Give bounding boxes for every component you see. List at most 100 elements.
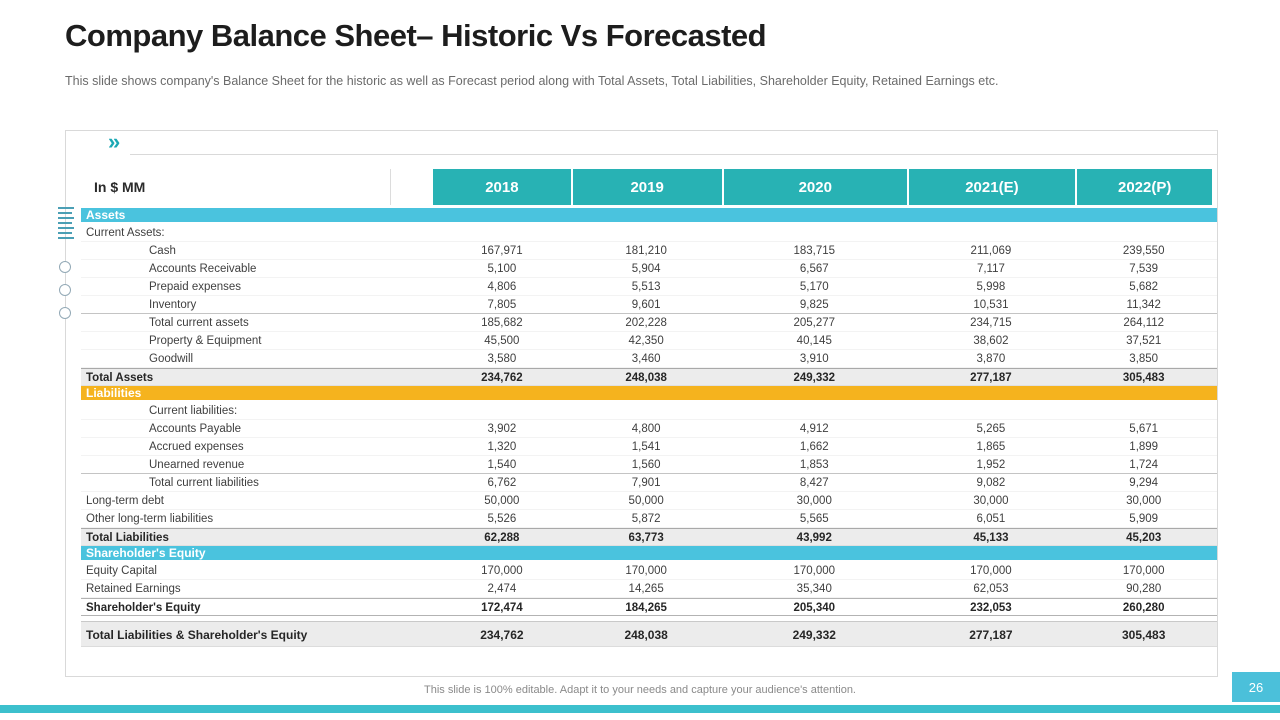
- table-row: Inventory 7,805 9,601 9,825 10,531 11,342: [81, 296, 1217, 314]
- cell-value: 43,992: [796, 532, 832, 544]
- cell-value: 1,560: [631, 459, 661, 471]
- column-header-2018: 2018: [433, 169, 571, 205]
- row-label: Goodwill: [149, 353, 194, 365]
- cell-value: 37,521: [1126, 335, 1162, 347]
- column-header-2021e: 2021(E): [906, 169, 1075, 205]
- row-label: Retained Earnings: [86, 583, 181, 595]
- cell-value: 1,724: [1129, 459, 1159, 471]
- cell-value: 1,853: [799, 459, 829, 471]
- cell-value: 40,145: [796, 335, 832, 347]
- cell-value: 305,483: [1122, 372, 1165, 384]
- cell-value: 42,350: [628, 335, 664, 347]
- cell-value: 9,294: [1129, 477, 1159, 489]
- row-label: Total current liabilities: [149, 477, 259, 489]
- cell-value: 5,170: [799, 281, 829, 293]
- table-row: Current Assets:: [81, 224, 1217, 242]
- cell-value: [1075, 224, 1212, 241]
- cell-value: 5,998: [976, 281, 1006, 293]
- balance-sheet-table: In $ MM 2018 2019 2020 2021(E) 2022(P) Asset…: [81, 169, 1217, 647]
- cell-value: 1,865: [976, 441, 1006, 453]
- cell-value: 9,082: [976, 477, 1006, 489]
- cell-value: 170,000: [970, 565, 1012, 577]
- row-label: Accrued expenses: [149, 441, 244, 453]
- section-header-row: Shareholder's Equity: [81, 546, 1217, 561]
- column-header-2022p: 2022(P): [1074, 169, 1213, 205]
- cell-value: 1,899: [1129, 441, 1159, 453]
- cell-value: 184,265: [625, 602, 667, 614]
- cell-value: 167,971: [481, 245, 523, 257]
- cell-value: 7,117: [976, 263, 1005, 275]
- cell-value: 211,069: [970, 245, 1012, 257]
- cell-value: 62,288: [484, 532, 520, 544]
- cell-value: 239,550: [1122, 245, 1165, 257]
- cell-value: 50,000: [628, 495, 664, 507]
- cell-value: 5,513: [631, 281, 661, 293]
- cell-value: 38,602: [973, 335, 1009, 347]
- row-label: Shareholder's Equity: [86, 602, 201, 614]
- table-row: Property & Equipment 45,500 42,350 40,145 38…: [81, 332, 1217, 350]
- cell-value: 10,531: [973, 299, 1009, 311]
- cell-value: 9,601: [631, 299, 661, 311]
- content-box: » In $ MM 2018 2019 2020 2021(E) 2022(P) Ass…: [58, 129, 1218, 677]
- row-label: Total Assets: [86, 372, 154, 384]
- row-label: Unearned revenue: [149, 459, 245, 471]
- cell-value: 3,850: [1129, 353, 1159, 365]
- table-row: Cash 167,971 181,210 183,715 211,069 239,550: [81, 242, 1217, 260]
- cell-value: 234,762: [481, 372, 523, 384]
- lines-decoration-icon: [58, 207, 74, 242]
- table-row: Total Liabilities & Shareholder's Equity…: [81, 621, 1217, 647]
- cell-value: 2,474: [487, 583, 517, 595]
- cell-value: 30,000: [973, 495, 1009, 507]
- cell-value: 5,872: [631, 513, 661, 525]
- cell-value: 234,762: [480, 628, 524, 642]
- cell-value: 63,773: [628, 532, 664, 544]
- section-header-row: Liabilities: [81, 386, 1217, 401]
- cell-value: 7,539: [1129, 263, 1159, 275]
- cell-value: 248,038: [624, 628, 668, 642]
- page-title: Company Balance Sheet– Historic Vs Forec…: [65, 18, 767, 53]
- table-row: Total Assets 234,762 248,038 249,332 277,187…: [81, 368, 1217, 386]
- cell-value: 202,228: [625, 317, 667, 329]
- row-label: Property & Equipment: [149, 335, 262, 347]
- cell-value: 249,332: [793, 372, 836, 384]
- unit-label: In $ MM: [94, 179, 146, 195]
- row-label: Long-term debt: [86, 495, 164, 507]
- cell-value: 30,000: [1126, 495, 1162, 507]
- row-label: Current Assets:: [86, 227, 165, 239]
- section-label: Assets: [86, 208, 126, 222]
- circles-decoration-icon: [59, 261, 71, 330]
- section-header-row: Assets: [81, 208, 1217, 223]
- row-label: Cash: [149, 245, 176, 257]
- cell-value: 9,825: [799, 299, 829, 311]
- section-label: Shareholder's Equity: [86, 546, 206, 560]
- cell-value: 234,715: [970, 317, 1012, 329]
- table-body: Assets Current Assets: Cash 167,971 181,210 1…: [81, 208, 1217, 647]
- table-header-row: In $ MM 2018 2019 2020 2021(E) 2022(P): [81, 169, 1217, 205]
- cell-value: 232,053: [970, 602, 1012, 614]
- cell-value: 277,187: [969, 628, 1013, 642]
- cell-value: 4,912: [799, 423, 829, 435]
- cell-value: 7,805: [487, 299, 517, 311]
- row-label: Equity Capital: [86, 565, 157, 577]
- row-label: Other long-term liabilities: [86, 513, 214, 525]
- table-row: Goodwill 3,580 3,460 3,910 3,870 3,850: [81, 350, 1217, 368]
- cell-value: 90,280: [1126, 583, 1162, 595]
- cell-value: 264,112: [1123, 317, 1165, 329]
- cell-value: 185,682: [481, 317, 523, 329]
- cell-value: 170,000: [481, 565, 523, 577]
- cell-value: 5,904: [631, 263, 661, 275]
- page-subtitle: This slide shows company's Balance Sheet…: [65, 74, 999, 88]
- table-row: Total Liabilities 62,288 63,773 43,992 45,13…: [81, 528, 1217, 546]
- cell-value: 172,474: [481, 602, 523, 614]
- row-label: Total Liabilities & Shareholder's Equity: [86, 628, 308, 642]
- cell-value: 248,038: [625, 372, 667, 384]
- table-row: Accrued expenses 1,320 1,541 1,662 1,865 1,89…: [81, 438, 1217, 456]
- cell-value: 5,682: [1129, 281, 1159, 293]
- row-label: Total current assets: [149, 317, 249, 329]
- cell-value: 170,000: [625, 565, 667, 577]
- cell-value: 30,000: [796, 495, 832, 507]
- cell-value: [433, 402, 570, 419]
- cell-value: [907, 402, 1075, 419]
- column-header-2019: 2019: [570, 169, 722, 205]
